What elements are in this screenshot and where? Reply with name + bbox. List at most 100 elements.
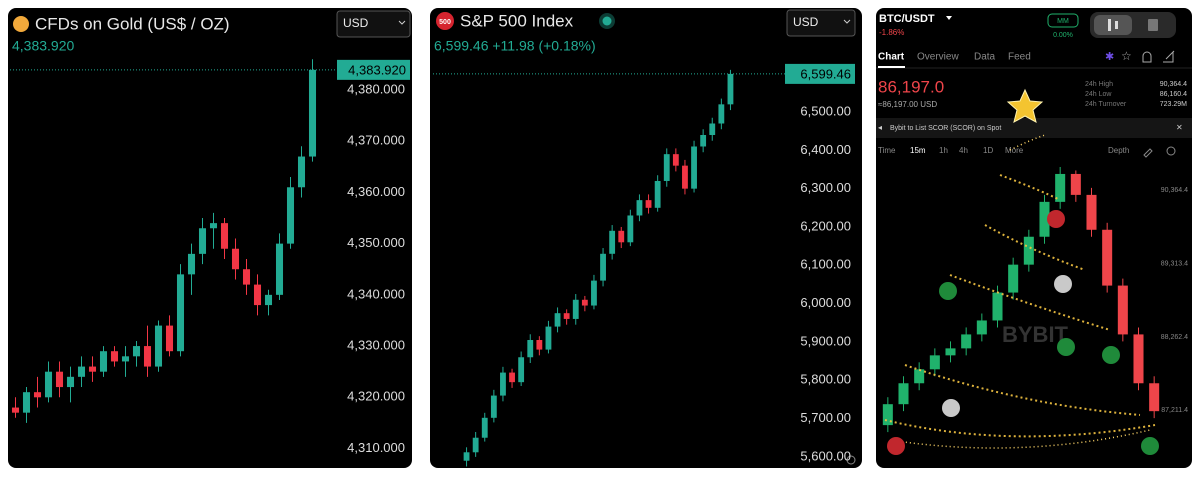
y-tick-label: 89,313.4	[1161, 261, 1188, 268]
candle-body	[654, 180, 661, 208]
index-icon-text: 500	[439, 19, 451, 26]
candle-body	[992, 292, 1003, 321]
interval[interactable]: 15m	[910, 146, 926, 155]
candle-body	[187, 253, 196, 275]
settings-icon[interactable]	[1166, 146, 1176, 156]
book-icon	[1148, 19, 1158, 31]
candle-body	[1149, 383, 1160, 412]
currency-select[interactable]	[336, 10, 411, 38]
candle-body	[609, 230, 616, 254]
chart-title: S&P 500 Index	[460, 11, 574, 30]
candle-body	[518, 357, 525, 383]
interval[interactable]: More	[1005, 146, 1024, 155]
y-tick-label: 90,364.4	[1161, 187, 1188, 194]
settings-icon[interactable]	[846, 455, 856, 465]
y-tick-label: 4,330.000	[347, 338, 405, 353]
candle-body	[663, 154, 670, 181]
candle-body	[929, 355, 940, 370]
candle-body	[308, 69, 317, 157]
icon[interactable]: ✱	[1105, 51, 1114, 63]
symbol: BTC/USDT	[879, 13, 935, 25]
candle-body	[1055, 173, 1066, 202]
mode-change: 0.00%	[1053, 32, 1073, 39]
price-usd: ≈86,197.00 USD	[878, 100, 937, 109]
candle-body	[1133, 334, 1144, 384]
candle-body	[581, 299, 588, 306]
stat-label: 24h Turnover	[1085, 101, 1127, 108]
candle-body	[121, 356, 130, 362]
interval[interactable]: 1h	[939, 146, 948, 155]
candle-body	[143, 346, 152, 367]
interval[interactable]: 4h	[959, 146, 968, 155]
candle-body	[198, 228, 207, 254]
price-tag-label: 6,599.46	[800, 66, 851, 81]
candle-body	[154, 325, 163, 367]
candle-body	[77, 366, 86, 377]
candle-body	[1117, 285, 1128, 335]
view-toggle-active[interactable]	[1094, 15, 1132, 35]
candle-body	[976, 320, 987, 335]
candle-body	[618, 230, 625, 243]
ornament	[1141, 437, 1159, 455]
y-tick-label: 4,350.000	[347, 235, 405, 250]
candle-body	[727, 73, 734, 105]
alert-icon[interactable]	[1142, 51, 1152, 63]
notice-bar[interactable]	[876, 118, 1192, 138]
price-tag	[785, 63, 855, 84]
currency-select[interactable]	[786, 9, 856, 37]
candle-body	[1086, 194, 1097, 230]
interval[interactable]: Time	[878, 146, 896, 155]
ornament	[942, 399, 960, 417]
y-tick-label: 5,800.00	[800, 372, 851, 387]
caret	[843, 19, 851, 24]
quote: 6,599.46 +11.98 (+0.18%)	[434, 38, 596, 54]
candle-body	[33, 392, 42, 398]
tab[interactable]: Data	[974, 52, 996, 63]
currency: USD	[793, 15, 819, 29]
candle-body	[22, 392, 31, 413]
depth[interactable]: Depth	[1108, 146, 1129, 155]
candle-body	[209, 223, 218, 229]
y-tick-label: 4,370.000	[347, 133, 405, 148]
candle-body	[165, 325, 174, 352]
tab[interactable]: Overview	[917, 52, 959, 63]
chart-layer: Chart Overview Data Feed Time 15m 1h 4h 1D More 24…	[10, 52, 1188, 467]
candle-body	[463, 452, 470, 461]
y-tick-label: 4,310.000	[347, 440, 405, 455]
price-tag	[337, 59, 410, 80]
draw-icon[interactable]	[1143, 148, 1153, 158]
stat-label: 24h High	[1085, 81, 1113, 88]
candle-body	[286, 187, 295, 244]
candle-body	[1008, 264, 1019, 293]
stat-label: 24h Low	[1085, 91, 1112, 98]
candle-body	[700, 134, 707, 147]
candle-body	[509, 372, 515, 383]
y-tick-label: 87,211.4	[1161, 407, 1188, 414]
notice-icon: ◂	[878, 123, 882, 132]
y-tick-label: 6,100.00	[800, 257, 851, 272]
candle-body	[536, 340, 543, 350]
candle-body	[961, 334, 972, 349]
candle-body	[1102, 229, 1113, 286]
y-tick-label: 4,320.000	[347, 389, 405, 404]
tab[interactable]: Chart	[878, 52, 905, 63]
close-icon[interactable]: ✕	[1176, 123, 1183, 132]
tab[interactable]: Feed	[1008, 52, 1031, 63]
y-tick-label: 5,700.00	[800, 410, 851, 425]
interval[interactable]: 1D	[983, 146, 993, 155]
favorite-icon[interactable]: ☆	[1121, 49, 1132, 63]
ornament	[1054, 275, 1072, 293]
mode-badge[interactable]	[1047, 13, 1079, 28]
candle-body	[66, 376, 75, 388]
lights	[884, 174, 1156, 438]
ornament	[939, 282, 957, 300]
share-icon[interactable]	[1163, 50, 1175, 63]
lights	[889, 134, 1151, 449]
candle-body	[500, 372, 506, 396]
star	[1006, 88, 1044, 123]
price-tag-label: 4,383.920	[348, 62, 406, 77]
y-tick-label: 6,200.00	[800, 218, 851, 233]
last-price: 86,197.0	[878, 77, 944, 96]
candle-body	[636, 200, 643, 216]
